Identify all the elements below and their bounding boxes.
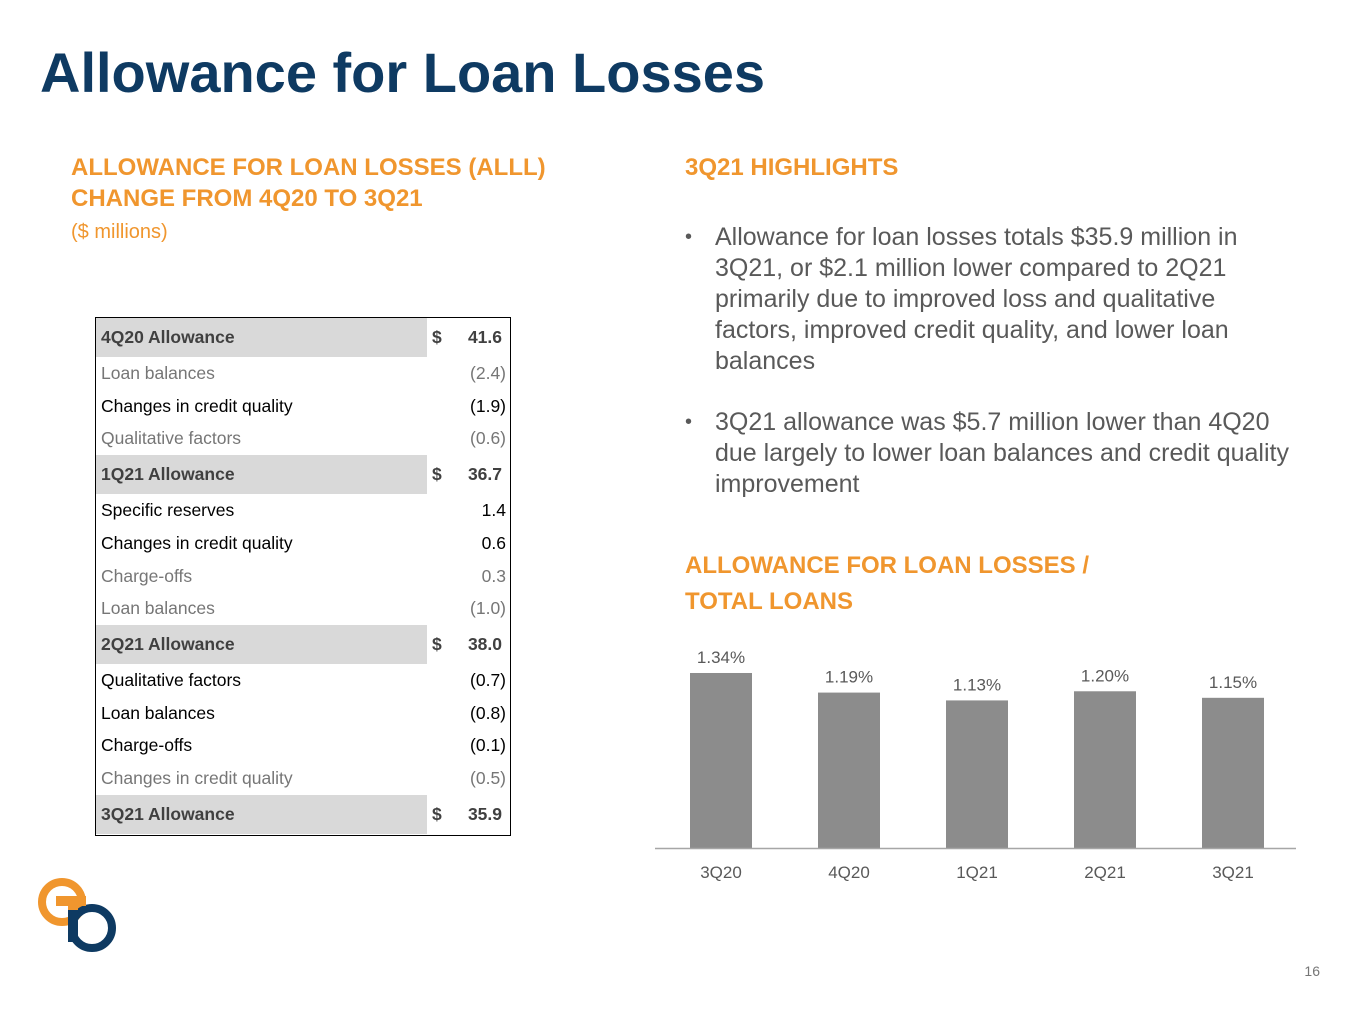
row-value: (0.7) — [470, 669, 506, 690]
row-value: 0.3 — [481, 565, 506, 586]
data-label: 1.34% — [697, 648, 745, 667]
table-row: Loan balances (0.8) — [96, 697, 510, 730]
row-label: Changes in credit quality — [101, 395, 293, 416]
table-row: Charge-offs 0.3 — [96, 560, 510, 593]
row-value: 35.9 — [467, 803, 502, 824]
row-value: (1.0) — [470, 598, 506, 619]
table-subtotal-row: 4Q20 Allowance $41.6 — [96, 318, 510, 357]
data-label: 1.20% — [1081, 666, 1129, 685]
bullet-dot: • — [685, 411, 693, 433]
data-label: 1.19% — [825, 668, 873, 687]
subtotal-shade — [96, 318, 427, 357]
bar-3Q20 — [690, 672, 752, 848]
row-currency: $ — [432, 633, 442, 654]
row-label: Specific reserves — [101, 500, 235, 521]
row-value: (2.4) — [470, 363, 506, 383]
row-label: Charge-offs — [101, 735, 193, 756]
row-label: Changes in credit quality — [101, 532, 293, 553]
table-row: Charge-offs (0.1) — [96, 729, 510, 762]
x-tick-label: 2Q21 — [1084, 863, 1126, 882]
row-label: 1Q21 Allowance — [101, 464, 235, 485]
highlight-text: 3Q21 allowance was $5.7 million lower th… — [715, 408, 1289, 498]
highlights-list: • Allowance for loan losses totals $35.9… — [685, 222, 1295, 500]
subtotal-shade — [96, 794, 427, 834]
row-label: 2Q21 Allowance — [101, 633, 235, 654]
table-subtotal-row: 3Q21 Allowance $35.9 — [96, 794, 510, 834]
row-value: 38.0 — [467, 633, 502, 654]
x-tick-label: 4Q20 — [828, 863, 870, 882]
table-row: Changes in credit quality (0.5) — [96, 762, 510, 795]
x-tick-label: 3Q21 — [1212, 863, 1254, 882]
table-heading-line2: CHANGE FROM 4Q20 TO 3Q21 — [71, 185, 423, 212]
table-subtotal-row: 2Q21 Allowance $38.0 — [96, 624, 510, 664]
row-value: (0.5) — [470, 768, 506, 788]
bar-3Q21 — [1202, 697, 1264, 848]
table-row: Changes in credit quality (1.9) — [96, 390, 510, 423]
chart-heading-line1: ALLOWANCE FOR LOAN LOSSES / — [685, 552, 1090, 579]
row-label: Loan balances — [101, 598, 215, 619]
table-row: Qualitative factors (0.7) — [96, 664, 510, 697]
row-value: 0.6 — [481, 532, 506, 553]
row-currency: $ — [432, 464, 442, 485]
row-label: Charge-offs — [101, 565, 193, 586]
table-row: Loan balances (2.4) — [96, 357, 510, 390]
data-label: 1.13% — [953, 675, 1001, 694]
page-number: 16 — [1304, 963, 1320, 979]
row-value: 41.6 — [467, 327, 502, 347]
data-label: 1.15% — [1209, 673, 1257, 692]
highlight-bullet: • 3Q21 allowance was $5.7 million lower … — [685, 407, 1295, 500]
row-label: Loan balances — [101, 702, 215, 723]
table-row: Specific reserves 1.4 — [96, 494, 510, 527]
subtotal-shade — [96, 455, 427, 495]
bar-4Q20 — [818, 692, 880, 848]
row-value: (0.6) — [470, 428, 506, 449]
row-value: (0.8) — [470, 702, 506, 723]
bar-1Q21 — [946, 700, 1008, 848]
row-currency: $ — [432, 327, 442, 347]
page-title: Allowance for Loan Losses — [40, 41, 766, 104]
highlight-bullet: • Allowance for loan losses totals $35.9… — [685, 222, 1295, 377]
row-label: Qualitative factors — [101, 428, 242, 449]
x-tick-label: 3Q20 — [700, 863, 742, 882]
subtotal-shade — [96, 624, 427, 664]
row-value: (1.9) — [470, 395, 506, 416]
table-heading-line1: ALLOWANCE FOR LOAN LOSSES (ALLL) — [71, 154, 546, 181]
chart-heading-line2: TOTAL LOANS — [685, 588, 853, 615]
highlight-text: Allowance for loan losses totals $35.9 m… — [715, 223, 1238, 375]
highlights-heading: 3Q21 HIGHLIGHTS — [685, 154, 899, 181]
row-label: Changes in credit quality — [101, 768, 293, 788]
row-label: Qualitative factors — [101, 669, 242, 690]
x-tick-label: 1Q21 — [956, 863, 998, 882]
table-row: Qualitative factors (0.6) — [96, 422, 510, 455]
row-label: Loan balances — [101, 363, 215, 383]
row-label: 3Q21 Allowance — [101, 803, 235, 824]
row-value: 1.4 — [481, 500, 506, 521]
table-subtotal-row: 1Q21 Allowance $36.7 — [96, 455, 510, 495]
bullet-dot: • — [685, 226, 693, 248]
bar-2Q21 — [1074, 691, 1136, 848]
row-value: 36.7 — [467, 464, 502, 485]
row-value: (0.1) — [470, 735, 506, 756]
unit-note: ($ millions) — [71, 221, 168, 243]
table-row: Changes in credit quality 0.6 — [96, 527, 510, 560]
table-row: Loan balances (1.0) — [96, 592, 510, 625]
row-currency: $ — [432, 803, 442, 824]
allll-ratio-bar-chart: 1.34% 3Q20 1.19% 4Q20 1.13% 1Q21 1.20% 2Q21 1.15… — [655, 648, 1296, 882]
company-logo — [38, 878, 116, 952]
allowance-table: 4Q20 Allowance $41.6 Loan balances (2.4) Cha… — [95, 317, 511, 836]
row-label: 4Q20 Allowance — [101, 327, 235, 347]
